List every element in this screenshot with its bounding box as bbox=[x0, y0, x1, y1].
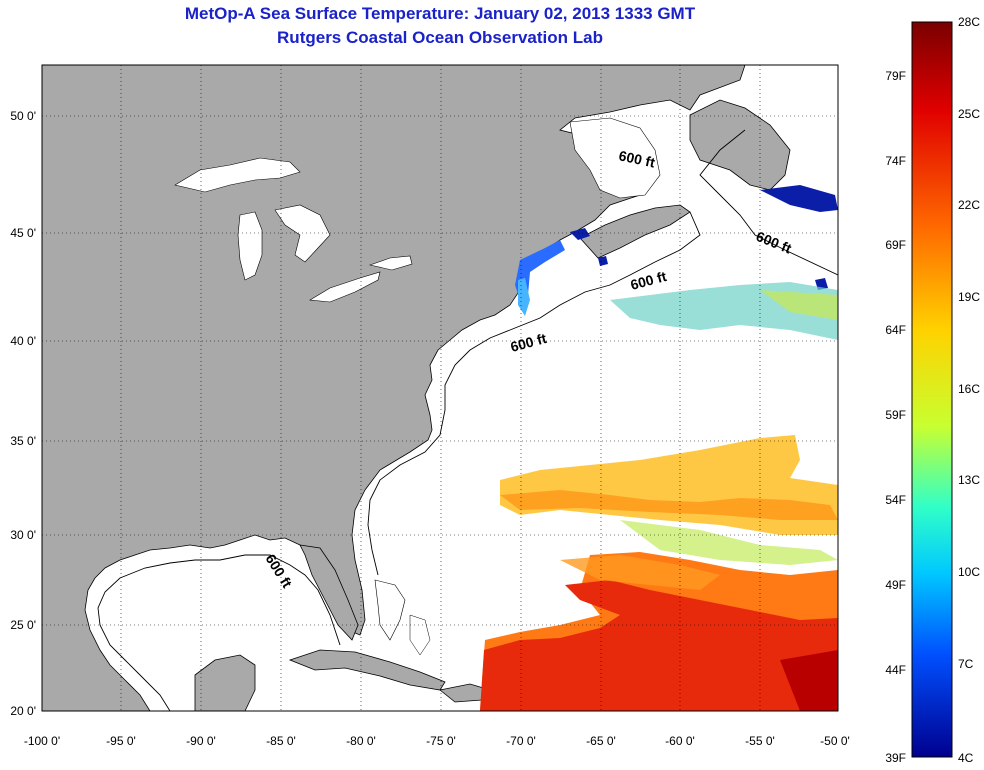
celsius-label: 10C bbox=[958, 565, 980, 579]
contour-label: 600 ft bbox=[617, 147, 656, 170]
lon-tick-label: -85 0' bbox=[266, 734, 296, 748]
fahrenheit-label: 74F bbox=[885, 154, 906, 168]
lat-tick-label: 45 0' bbox=[10, 226, 36, 240]
lon-tick-label: -55 0' bbox=[745, 734, 775, 748]
fahrenheit-label: 54F bbox=[885, 493, 906, 507]
fahrenheit-label: 39F bbox=[885, 751, 906, 765]
celsius-label: 7C bbox=[958, 657, 974, 671]
lake-ontario bbox=[368, 255, 413, 271]
florida-land bbox=[299, 544, 359, 641]
map-subtitle: Rutgers Coastal Ocean Observation Lab bbox=[277, 28, 603, 47]
lat-tick-label: 40 0' bbox=[10, 334, 36, 348]
lon-tick-label: -75 0' bbox=[426, 734, 456, 748]
fahrenheit-label: 79F bbox=[885, 69, 906, 83]
lat-tick-label: 50 0' bbox=[10, 109, 36, 123]
celsius-label: 19C bbox=[958, 290, 980, 304]
fahrenheit-label: 64F bbox=[885, 323, 906, 337]
celsius-label: 25C bbox=[958, 107, 980, 121]
lon-tick-label: -80 0' bbox=[346, 734, 376, 748]
lat-tick-label: 25 0' bbox=[10, 618, 36, 632]
yucatan-land bbox=[194, 654, 256, 711]
lon-tick-label: -50 0' bbox=[820, 734, 850, 748]
lake-erie bbox=[309, 271, 381, 303]
cuba-land bbox=[288, 649, 446, 691]
newfoundland-land bbox=[689, 99, 791, 191]
graticule bbox=[42, 65, 838, 711]
lon-tick-label: -65 0' bbox=[586, 734, 616, 748]
temperature-colorbar: 28C 25C 22C 19C 16C 13C 10C 7C 4C 79F 74… bbox=[885, 15, 980, 765]
celsius-label: 4C bbox=[958, 751, 974, 765]
celsius-label: 22C bbox=[958, 198, 980, 212]
latitude-axis: 50 0' 45 0' 40 0' 35 0' 30 0' 25 0' 20 0… bbox=[10, 109, 36, 718]
lake-michigan bbox=[237, 211, 263, 281]
fahrenheit-label: 49F bbox=[885, 578, 906, 592]
lon-tick-label: -70 0' bbox=[506, 734, 536, 748]
celsius-label: 28C bbox=[958, 15, 980, 29]
lon-tick-label: -90 0' bbox=[186, 734, 216, 748]
longitude-axis: -100 0' -95 0' -90 0' -85 0' -80 0' -75 … bbox=[24, 734, 850, 748]
lat-tick-label: 20 0' bbox=[10, 704, 36, 718]
cold-sst-maine bbox=[515, 240, 565, 300]
lake-superior bbox=[174, 157, 301, 193]
fahrenheit-label: 59F bbox=[885, 408, 906, 422]
celsius-label: 16C bbox=[958, 382, 980, 396]
lon-tick-label: -95 0' bbox=[106, 734, 136, 748]
contour-600ft-gulf bbox=[97, 554, 341, 711]
lake-huron bbox=[274, 204, 331, 263]
fahrenheit-label: 69F bbox=[885, 238, 906, 252]
map-title: MetOp-A Sea Surface Temperature: January… bbox=[184, 4, 696, 23]
lon-tick-label: -100 0' bbox=[24, 734, 60, 748]
lon-tick-label: -60 0' bbox=[665, 734, 695, 748]
gulf-st-lawrence bbox=[569, 117, 661, 199]
fahrenheit-label: 44F bbox=[885, 663, 906, 677]
contour-600ft-atlantic bbox=[367, 129, 838, 576]
lat-tick-label: 30 0' bbox=[10, 528, 36, 542]
celsius-label: 13C bbox=[958, 473, 980, 487]
lat-tick-label: 35 0' bbox=[10, 434, 36, 448]
